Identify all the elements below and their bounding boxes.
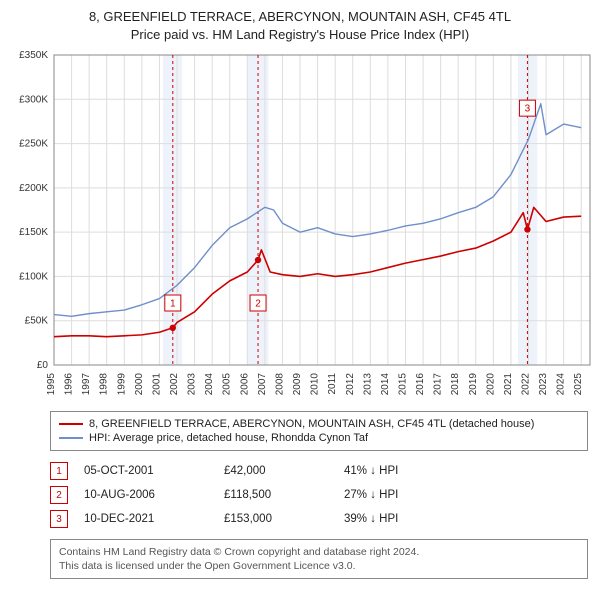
chart-svg: £0 £50K £100K £150K £200K £250K £300K £350K 1995… [0, 45, 600, 405]
svg-text:£200K: £200K [19, 183, 48, 194]
svg-text:2014: 2014 [380, 373, 391, 396]
chart: £0 £50K £100K £150K £200K £250K £300K £350K 1995… [0, 45, 600, 405]
legend-row: 8, GREENFIELD TERRACE, ABERCYNON, MOUNTA… [59, 417, 579, 431]
sale-date: 10-DEC-2021 [84, 513, 224, 525]
svg-text:2012: 2012 [345, 373, 356, 396]
legend: 8, GREENFIELD TERRACE, ABERCYNON, MOUNTA… [50, 411, 588, 451]
svg-text:2020: 2020 [485, 373, 496, 396]
sale-marker-icon: 3 [50, 510, 68, 528]
title-line-1: 8, GREENFIELD TERRACE, ABERCYNON, MOUNTA… [0, 8, 600, 26]
svg-text:2017: 2017 [433, 373, 444, 396]
legend-swatch [59, 423, 83, 425]
svg-text:£250K: £250K [19, 139, 48, 150]
svg-text:2005: 2005 [222, 373, 233, 396]
title-block: 8, GREENFIELD TERRACE, ABERCYNON, MOUNTA… [0, 0, 600, 45]
chart-container: 8, GREENFIELD TERRACE, ABERCYNON, MOUNTA… [0, 0, 600, 579]
sale-marker-icon: 1 [50, 462, 68, 480]
svg-text:2006: 2006 [239, 373, 250, 396]
sales-row: 1 05-OCT-2001 £42,000 41% ↓ HPI [50, 459, 588, 483]
svg-text:£350K: £350K [19, 50, 48, 61]
svg-text:2003: 2003 [187, 373, 198, 396]
footer-line-1: Contains HM Land Registry data © Crown c… [59, 545, 579, 559]
sale-price: £42,000 [224, 465, 344, 477]
sales-table: 1 05-OCT-2001 £42,000 41% ↓ HPI 2 10-AUG… [50, 459, 588, 531]
sale-date: 05-OCT-2001 [84, 465, 224, 477]
sale-date: 10-AUG-2006 [84, 489, 224, 501]
legend-label: 8, GREENFIELD TERRACE, ABERCYNON, MOUNTA… [89, 418, 534, 430]
svg-text:2024: 2024 [556, 373, 567, 396]
sale-delta: 41% ↓ HPI [344, 465, 464, 477]
svg-text:2013: 2013 [362, 373, 373, 396]
svg-text:2016: 2016 [415, 373, 426, 396]
svg-text:£100K: £100K [19, 272, 48, 283]
svg-text:£300K: £300K [19, 94, 48, 105]
sale-price: £153,000 [224, 513, 344, 525]
svg-text:2008: 2008 [274, 373, 285, 396]
svg-text:2023: 2023 [538, 373, 549, 396]
svg-text:2018: 2018 [450, 373, 461, 396]
svg-text:1: 1 [170, 299, 176, 310]
sale-price: £118,500 [224, 489, 344, 501]
sale-delta: 39% ↓ HPI [344, 513, 464, 525]
svg-text:3: 3 [525, 104, 531, 115]
svg-text:2002: 2002 [169, 373, 180, 396]
svg-text:1996: 1996 [64, 373, 75, 396]
sales-row: 2 10-AUG-2006 £118,500 27% ↓ HPI [50, 483, 588, 507]
legend-row: HPI: Average price, detached house, Rhon… [59, 431, 579, 445]
sales-row: 3 10-DEC-2021 £153,000 39% ↓ HPI [50, 507, 588, 531]
svg-text:2019: 2019 [468, 373, 479, 396]
sale-delta: 27% ↓ HPI [344, 489, 464, 501]
svg-text:2010: 2010 [310, 373, 321, 396]
sale-marker-icon: 2 [50, 486, 68, 504]
svg-text:£0: £0 [37, 360, 49, 371]
svg-text:2025: 2025 [573, 373, 584, 396]
footer-line-2: This data is licensed under the Open Gov… [59, 559, 579, 573]
svg-text:2: 2 [255, 299, 261, 310]
footer: Contains HM Land Registry data © Crown c… [50, 539, 588, 579]
svg-text:2000: 2000 [134, 373, 145, 396]
legend-label: HPI: Average price, detached house, Rhon… [89, 432, 368, 444]
svg-text:2015: 2015 [397, 373, 408, 396]
svg-text:£150K: £150K [19, 227, 48, 238]
svg-text:2009: 2009 [292, 373, 303, 396]
svg-text:2004: 2004 [204, 373, 215, 396]
svg-text:1997: 1997 [81, 373, 92, 396]
svg-text:2001: 2001 [151, 373, 162, 396]
svg-text:1999: 1999 [116, 373, 127, 396]
svg-text:2011: 2011 [327, 373, 338, 395]
title-line-2: Price paid vs. HM Land Registry's House … [0, 26, 600, 44]
svg-text:£50K: £50K [25, 316, 49, 327]
svg-text:2022: 2022 [520, 373, 531, 396]
svg-text:2007: 2007 [257, 373, 268, 396]
svg-text:1998: 1998 [99, 373, 110, 396]
legend-swatch [59, 437, 83, 439]
svg-text:2021: 2021 [503, 373, 514, 396]
svg-text:1995: 1995 [46, 373, 57, 396]
